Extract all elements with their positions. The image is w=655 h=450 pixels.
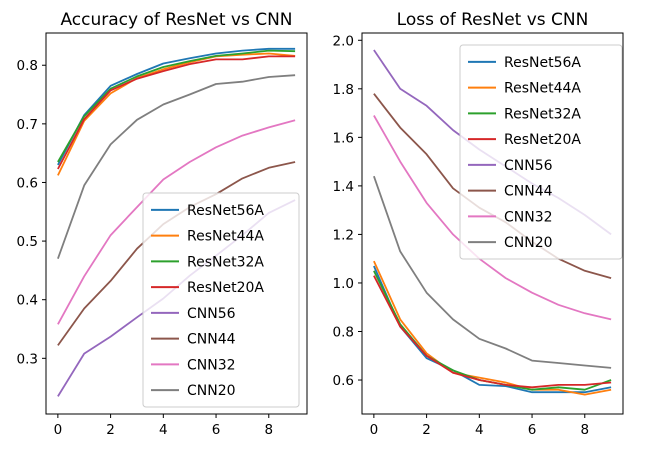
y-tick-label: 1.2 bbox=[333, 227, 354, 243]
y-tick-label: 0.6 bbox=[17, 175, 38, 191]
legend-label: ResNet56A bbox=[187, 203, 264, 219]
axes-frame bbox=[45, 32, 308, 415]
y-tick-label: 0.7 bbox=[17, 117, 38, 133]
y-tick-label: 0.3 bbox=[17, 351, 38, 367]
y-tick-label: 1.0 bbox=[333, 276, 354, 292]
y-tick-label: 0.8 bbox=[333, 324, 354, 340]
x-tick-label: 8 bbox=[264, 422, 273, 438]
legend-label: ResNet32A bbox=[187, 254, 264, 270]
y-tick-label: 2.0 bbox=[333, 33, 354, 49]
legend-label: CNN32 bbox=[187, 357, 236, 373]
legend: ResNet56A ResNet44A ResNet32A ResNet20A CNN5… bbox=[459, 44, 623, 260]
series-line-resnet20a bbox=[57, 55, 296, 170]
series-line-resnet44a bbox=[373, 260, 612, 396]
series-line-resnet56a bbox=[373, 265, 612, 394]
y-tick-label: 1.8 bbox=[333, 82, 354, 98]
legend-box bbox=[459, 44, 623, 260]
chart-title: Loss of ResNet vs CNN bbox=[397, 10, 589, 30]
loss-chart: Loss of ResNet vs CNN 0 2 4 6 8 0.6 0.8 1.0 1.2 1.… bbox=[333, 10, 624, 438]
legend-box bbox=[142, 192, 300, 408]
legend-label: CNN44 bbox=[187, 332, 236, 348]
chart-title: Accuracy of ResNet vs CNN bbox=[60, 10, 292, 30]
x-tick-label: 4 bbox=[159, 422, 168, 438]
legend-label: CNN56 bbox=[504, 158, 553, 174]
x-tick-label: 2 bbox=[106, 422, 115, 438]
y-tick-label: 0.6 bbox=[333, 373, 354, 389]
legend-label: CNN20 bbox=[187, 383, 236, 399]
legend-label: CNN56 bbox=[187, 306, 236, 322]
x-tick-label: 4 bbox=[475, 422, 484, 438]
x-tick-label: 2 bbox=[422, 422, 431, 438]
series-line-resnet32a bbox=[57, 49, 296, 163]
series-line-cnn32 bbox=[373, 115, 612, 321]
legend-label: ResNet32A bbox=[504, 106, 581, 122]
legend-label: ResNet56A bbox=[504, 55, 581, 71]
x-tick-label: 0 bbox=[54, 422, 63, 438]
legend: ResNet56A ResNet44A ResNet32A ResNet20A CNN5… bbox=[142, 192, 300, 408]
legend-label: CNN32 bbox=[504, 209, 553, 225]
series-line-resnet56a bbox=[57, 47, 296, 166]
y-tick-label: 1.4 bbox=[333, 179, 354, 195]
y-tick-label: 0.8 bbox=[17, 58, 38, 74]
x-tick-label: 8 bbox=[580, 422, 589, 438]
accuracy-chart: Accuracy of ResNet vs CNN 0 2 4 6 8 0.3 0.4 0.5 0… bbox=[17, 10, 308, 438]
legend-label: CNN20 bbox=[504, 235, 553, 251]
series-line-cnn20 bbox=[373, 175, 612, 369]
legend-label: CNN44 bbox=[504, 184, 553, 200]
legend-label: ResNet44A bbox=[187, 229, 264, 245]
series-line-resnet44a bbox=[57, 52, 296, 176]
y-tick-label: 1.6 bbox=[333, 130, 354, 146]
y-tick-label: 0.5 bbox=[17, 234, 38, 250]
legend-label: ResNet44A bbox=[504, 81, 581, 97]
series-line-resnet20a bbox=[373, 275, 612, 389]
axes-frame bbox=[361, 32, 624, 415]
x-tick-label: 6 bbox=[528, 422, 537, 438]
series-line-cnn20 bbox=[57, 74, 296, 260]
x-tick-label: 0 bbox=[370, 422, 379, 438]
legend-label: ResNet20A bbox=[504, 132, 581, 148]
series-line-cnn32 bbox=[57, 119, 296, 325]
x-tick-label: 6 bbox=[212, 422, 221, 438]
legend-label: ResNet20A bbox=[187, 280, 264, 296]
y-tick-label: 0.4 bbox=[17, 293, 38, 309]
